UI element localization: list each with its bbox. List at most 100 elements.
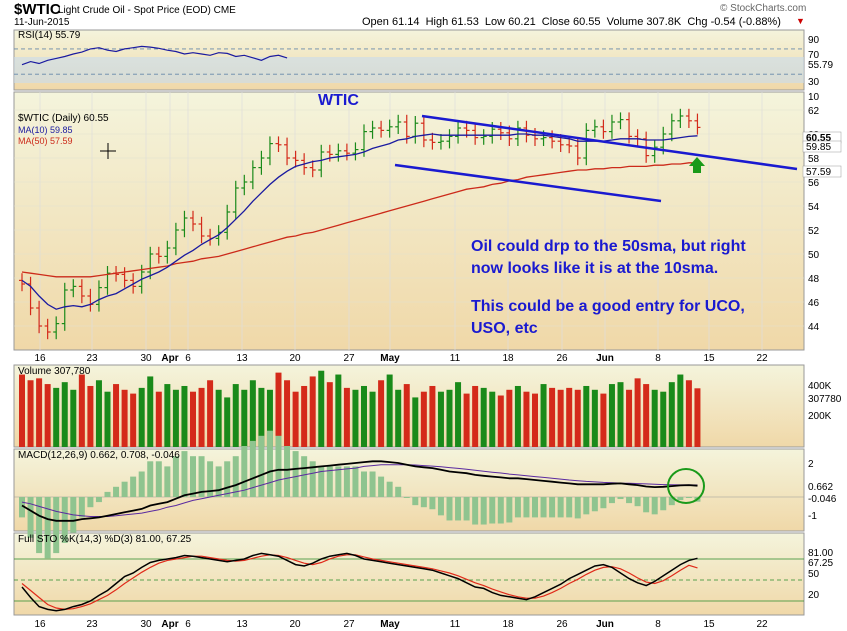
macd-histogram-bar	[207, 461, 214, 497]
volume-bar	[608, 384, 615, 447]
macd-histogram-bar	[403, 497, 410, 498]
menu-arrow-icon[interactable]: ▼	[796, 16, 805, 26]
rsi-axis-label: 30	[808, 77, 820, 88]
macd-histogram-bar	[36, 497, 43, 554]
volume-bar	[164, 384, 171, 447]
chart-date: 11-Jun-2015	[14, 17, 70, 28]
volume-bar	[121, 389, 128, 447]
volume-bar	[369, 391, 376, 447]
macd-histogram-bar	[190, 456, 196, 497]
macd-histogram-bar	[626, 497, 633, 504]
volume-bar	[232, 384, 239, 447]
volume-bar	[181, 385, 188, 447]
macd-histogram-bar	[685, 497, 692, 499]
price-axis-label: 62	[808, 106, 820, 117]
volume-bar	[514, 385, 521, 447]
macd-histogram-bar	[130, 476, 137, 497]
volume-bar	[532, 393, 538, 447]
rsi-axis-label: 70	[808, 50, 820, 61]
macd-histogram-bar	[78, 497, 85, 518]
macd-histogram-bar	[198, 456, 205, 497]
sto-axis-label: 20	[808, 590, 820, 601]
macd-histogram-bar	[429, 497, 436, 510]
volume-bar	[506, 389, 513, 447]
volume-bar	[660, 391, 667, 447]
price-badge-label: 59.85	[806, 142, 831, 153]
instrument-title: Light Crude Oil - Spot Price (EOD)	[58, 5, 211, 16]
volume-bar	[292, 391, 299, 447]
macd-histogram-bar	[472, 497, 479, 525]
macd-axis-label: -1	[808, 511, 817, 522]
volume-bar	[104, 391, 111, 447]
sto-title: Full STO %K(14,3) %D(3) 81.00, 67.25	[18, 534, 192, 545]
macd-histogram-bar	[232, 456, 239, 497]
macd-histogram-bar	[634, 497, 641, 507]
volume-bar	[318, 370, 325, 447]
x-tick-label: 6	[185, 353, 191, 364]
macd-line	[21, 460, 698, 522]
macd-histogram-bar	[455, 497, 462, 521]
price-axis-label: 56	[808, 178, 820, 189]
macd-histogram-bar	[480, 497, 487, 525]
macd-histogram-bar	[352, 466, 359, 497]
volume-bar	[574, 389, 581, 447]
macd-histogram-bar	[566, 497, 573, 518]
rsi-band	[14, 57, 804, 83]
macd-histogram-bar	[104, 491, 111, 497]
note-line: USO, etc	[471, 320, 538, 337]
price-axis-label: 52	[808, 226, 820, 237]
macd-histogram-bar	[523, 497, 530, 518]
volume-title: Volume 307,780	[18, 366, 91, 377]
volume-bar	[403, 384, 410, 447]
volume-bar	[309, 376, 316, 447]
x-tick-label: 27	[343, 353, 355, 364]
volume-bar	[668, 382, 675, 447]
volume-bar	[275, 372, 282, 447]
volume-bar	[44, 384, 51, 447]
note-line	[471, 280, 796, 296]
x-tick-label: 6	[185, 619, 191, 630]
symbol: $WTIC	[14, 1, 61, 18]
channel-lower-line	[394, 163, 662, 203]
volume-bar	[352, 389, 359, 447]
volume-bar	[540, 384, 547, 447]
x-tick-label: 20	[289, 619, 301, 630]
macd-series: 2 0.662-0.046 -1	[14, 430, 837, 559]
macd-histogram-bar	[608, 497, 615, 504]
x-tick-label: 27	[343, 619, 355, 630]
volume-axis-label: 200K	[808, 411, 832, 422]
note-line: This could be a good entry for UCO,	[471, 298, 745, 315]
price-title: $WTIC (Daily) 60.55	[18, 113, 109, 124]
macd-histogram-bar	[249, 440, 256, 497]
price-axis-label: 44	[808, 322, 820, 333]
macd-histogram-bar	[514, 497, 521, 518]
price-axis-label: 48	[808, 274, 820, 285]
macd-histogram-bar	[309, 461, 316, 497]
rsi-title: RSI(14) 55.79	[18, 30, 81, 41]
volume-bar	[557, 389, 564, 447]
x-tick-label: 13	[236, 619, 248, 630]
volume-bar	[626, 389, 633, 447]
ma10-legend: MA(10) 59.85	[18, 125, 73, 135]
x-tick-label: 26	[556, 353, 568, 364]
macd-histogram-bar	[258, 435, 265, 497]
ma50-legend: MA(50) 57.59	[18, 136, 73, 146]
macd-histogram-bar	[301, 456, 308, 497]
macd-title: MACD(12,26,9) 0.662, 0.708, -0.046	[18, 450, 180, 461]
macd-histogram-bar	[557, 497, 564, 518]
volume-bar	[78, 374, 85, 447]
volume-bar	[523, 391, 530, 447]
volume-bar	[266, 389, 273, 447]
macd-histogram-bar	[549, 497, 556, 518]
macd-histogram-bar	[155, 461, 162, 497]
macd-axis-label: 2	[808, 459, 814, 470]
macd-signal-line	[21, 464, 698, 517]
sto-d-line	[21, 554, 698, 611]
volume-bar	[27, 380, 34, 447]
volume-bar	[215, 389, 222, 447]
volume-bar	[437, 391, 444, 447]
quote-bar: Open 61.14 High 61.53 Low 60.21 Close 60…	[362, 16, 781, 28]
volume-bar	[155, 391, 162, 447]
macd-histogram-bar	[87, 497, 94, 508]
